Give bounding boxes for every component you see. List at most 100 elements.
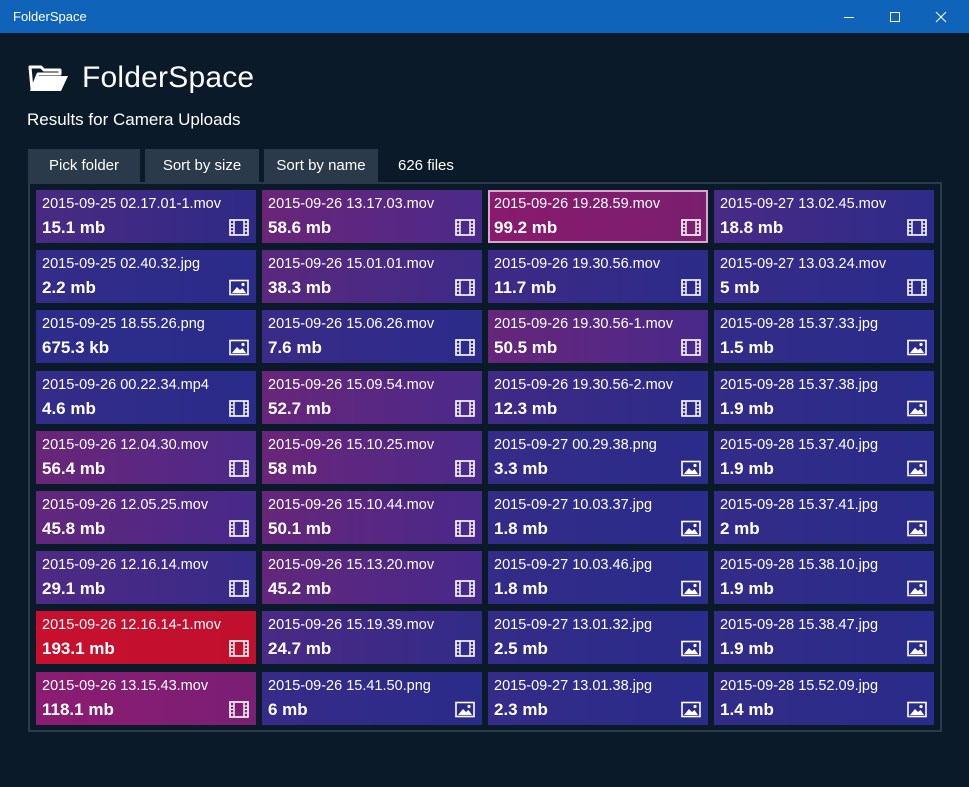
minimize-icon [844, 16, 854, 18]
file-tile[interactable]: 2015-09-26 15.09.54.mov 52.7 mb [262, 371, 482, 424]
page-title: FolderSpace [82, 61, 255, 94]
file-grid: 2015-09-25 02.17.01-1.mov 15.1 mb 2015-09-… [28, 182, 942, 732]
file-tile[interactable]: 2015-09-28 15.37.33.jpg 1.5 mb [714, 310, 934, 363]
image-file-icon [681, 701, 701, 718]
toolbar: Pick folder Sort by size Sort by name 62… [28, 149, 454, 182]
image-file-icon [907, 701, 927, 718]
file-name: 2015-09-26 19.30.56-2.mov [494, 377, 673, 393]
file-tile[interactable]: 2015-09-27 10.03.46.jpg 1.8 mb [488, 551, 708, 604]
file-size: 2.5 mb [494, 639, 548, 658]
file-name: 2015-09-27 10.03.46.jpg [494, 557, 653, 573]
file-tile[interactable]: 2015-09-26 15.10.44.mov 50.1 mb [262, 491, 482, 544]
file-size: 15.1 mb [42, 218, 106, 237]
file-tile[interactable]: 2015-09-26 19.30.56-2.mov 12.3 mb [488, 371, 708, 424]
file-tile[interactable]: 2015-09-27 00.29.38.png 3.3 mb [488, 431, 708, 484]
file-tile[interactable]: 2015-09-25 02.40.32.jpg 2.2 mb [36, 250, 256, 303]
file-tile[interactable]: 2015-09-28 15.38.10.jpg 1.9 mb [714, 551, 934, 604]
file-size: 24.7 mb [268, 639, 332, 658]
file-name: 2015-09-28 15.37.33.jpg [720, 316, 879, 332]
video-file-icon [455, 640, 475, 657]
file-size: 45.8 mb [42, 519, 106, 538]
file-tile[interactable]: 2015-09-26 13.17.03.mov 58.6 mb [262, 190, 482, 243]
file-tile[interactable]: 2015-09-25 02.17.01-1.mov 15.1 mb [36, 190, 256, 243]
file-name: 2015-09-26 19.30.56-1.mov [494, 316, 673, 332]
image-file-icon [907, 460, 927, 477]
file-tile[interactable]: 2015-09-28 15.37.38.jpg 1.9 mb [714, 371, 934, 424]
file-name: 2015-09-28 15.37.40.jpg [720, 437, 879, 453]
file-size: 18.8 mb [720, 218, 784, 237]
video-file-icon [455, 400, 475, 417]
file-tile[interactable]: 2015-09-26 12.16.14.mov 29.1 mb [36, 551, 256, 604]
image-file-icon [681, 640, 701, 657]
file-name: 2015-09-26 12.16.14.mov [42, 557, 209, 573]
file-tile[interactable]: 2015-09-26 15.10.25.mov 58 mb [262, 431, 482, 484]
image-file-icon [907, 520, 927, 537]
file-size: 675.3 kb [42, 338, 110, 357]
file-tile[interactable]: 2015-09-26 15.19.39.mov 24.7 mb [262, 611, 482, 664]
file-name: 2015-09-25 18.55.26.png [42, 316, 205, 332]
video-file-icon [455, 219, 475, 236]
file-name: 2015-09-26 15.13.20.mov [268, 557, 435, 573]
file-tile[interactable]: 2015-09-26 12.04.30.mov 56.4 mb [36, 431, 256, 484]
file-name: 2015-09-26 19.30.56.mov [494, 256, 661, 272]
file-size: 4.6 mb [42, 399, 96, 418]
file-name: 2015-09-28 15.37.38.jpg [720, 377, 879, 393]
video-file-icon [681, 339, 701, 356]
file-tile[interactable]: 2015-09-27 13.02.45.mov 18.8 mb [714, 190, 934, 243]
image-file-icon [455, 701, 475, 718]
file-tile[interactable]: 2015-09-26 15.06.26.mov 7.6 mb [262, 310, 482, 363]
video-file-icon [229, 400, 249, 417]
file-size: 50.5 mb [494, 338, 558, 357]
video-file-icon [229, 520, 249, 537]
window-title: FolderSpace [13, 9, 87, 24]
sort-by-size-button[interactable]: Sort by size [145, 149, 259, 182]
image-file-icon [681, 460, 701, 477]
file-tile[interactable]: 2015-09-26 12.16.14-1.mov 193.1 mb [36, 611, 256, 664]
file-tile[interactable]: 2015-09-26 15.41.50.png 6 mb [262, 672, 482, 725]
file-tile[interactable]: 2015-09-28 15.37.41.jpg 2 mb [714, 491, 934, 544]
file-tile[interactable]: 2015-09-26 19.28.59.mov 99.2 mb [488, 190, 708, 243]
file-name: 2015-09-26 15.10.25.mov [268, 437, 435, 453]
app-header: FolderSpace [28, 58, 254, 98]
file-size: 1.8 mb [494, 579, 548, 598]
file-tile[interactable]: 2015-09-27 13.01.38.jpg 2.3 mb [488, 672, 708, 725]
file-tile[interactable]: 2015-09-25 18.55.26.png 675.3 kb [36, 310, 256, 363]
image-file-icon [229, 339, 249, 356]
file-size: 1.9 mb [720, 459, 774, 478]
file-tile[interactable]: 2015-09-27 13.03.24.mov 5 mb [714, 250, 934, 303]
image-file-icon [907, 339, 927, 356]
folder-open-icon [28, 65, 68, 91]
sort-by-name-button[interactable]: Sort by name [264, 149, 378, 182]
file-tile[interactable]: 2015-09-26 15.01.01.mov 38.3 mb [262, 250, 482, 303]
file-name: 2015-09-26 15.10.44.mov [268, 497, 435, 513]
video-file-icon [229, 460, 249, 477]
file-name: 2015-09-27 10.03.37.jpg [494, 497, 653, 513]
file-size: 29.1 mb [42, 579, 106, 598]
pick-folder-button[interactable]: Pick folder [28, 149, 140, 182]
file-tile[interactable]: 2015-09-28 15.38.47.jpg 1.9 mb [714, 611, 934, 664]
file-tile[interactable]: 2015-09-26 19.30.56-1.mov 50.5 mb [488, 310, 708, 363]
minimize-button[interactable] [826, 0, 872, 33]
file-name: 2015-09-25 02.17.01-1.mov [42, 196, 221, 212]
file-name: 2015-09-26 00.22.34.mp4 [42, 377, 209, 393]
file-tile[interactable]: 2015-09-26 19.30.56.mov 11.7 mb [488, 250, 708, 303]
file-size: 7.6 mb [268, 338, 322, 357]
close-button[interactable] [918, 0, 964, 33]
file-tile[interactable]: 2015-09-28 15.52.09.jpg 1.4 mb [714, 672, 934, 725]
title-bar: FolderSpace [0, 0, 969, 33]
file-tile[interactable]: 2015-09-27 13.01.32.jpg 2.5 mb [488, 611, 708, 664]
video-file-icon [455, 460, 475, 477]
file-tile[interactable]: 2015-09-26 15.13.20.mov 45.2 mb [262, 551, 482, 604]
video-file-icon [455, 580, 475, 597]
file-tile[interactable]: 2015-09-26 13.15.43.mov 118.1 mb [36, 672, 256, 725]
image-file-icon [229, 279, 249, 296]
file-size: 1.9 mb [720, 579, 774, 598]
file-tile[interactable]: 2015-09-26 00.22.34.mp4 4.6 mb [36, 371, 256, 424]
file-tile[interactable]: 2015-09-26 12.05.25.mov 45.8 mb [36, 491, 256, 544]
file-tile[interactable]: 2015-09-28 15.37.40.jpg 1.9 mb [714, 431, 934, 484]
file-size: 3.3 mb [494, 459, 548, 478]
maximize-button[interactable] [872, 0, 918, 33]
file-name: 2015-09-26 12.05.25.mov [42, 497, 209, 513]
file-name: 2015-09-26 19.28.59.mov [494, 196, 661, 212]
file-tile[interactable]: 2015-09-27 10.03.37.jpg 1.8 mb [488, 491, 708, 544]
